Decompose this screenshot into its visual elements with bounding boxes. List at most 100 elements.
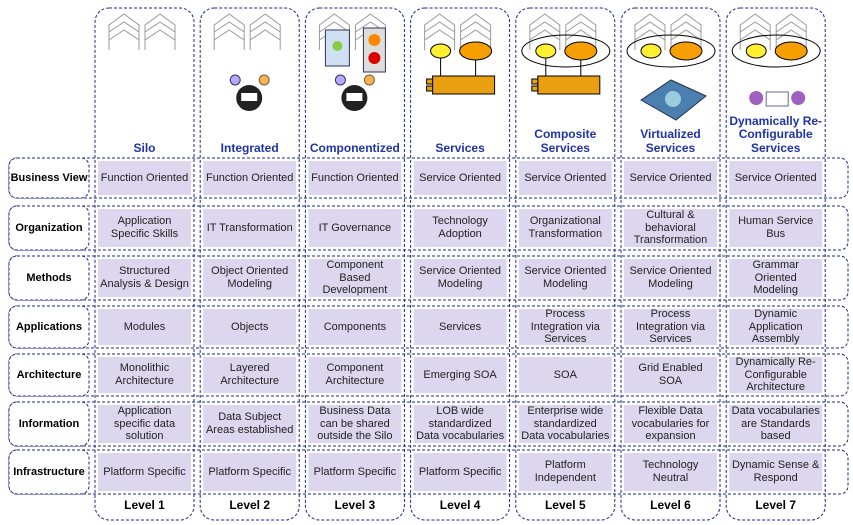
cell-text: Layered Architecture	[220, 362, 280, 387]
row-label-frame	[8, 449, 90, 495]
service-yellow	[640, 43, 662, 59]
cell-background	[98, 209, 191, 247]
cell-text: Dynamically Re-Configurable Architecture	[735, 356, 816, 394]
service-yellow	[745, 43, 767, 59]
cell-background	[729, 161, 823, 195]
level-label: Level 6	[650, 498, 691, 513]
cell-text: Component Architecture	[325, 362, 385, 387]
cell-background	[413, 209, 507, 247]
server-icon	[460, 13, 492, 50]
service-orange	[669, 41, 703, 61]
cell-text: Components	[323, 320, 387, 333]
service-orange	[459, 41, 493, 61]
column-frame	[94, 7, 195, 521]
cell-text: Monolithic Architecture	[115, 362, 174, 387]
bus-port	[531, 85, 539, 92]
server-icon	[739, 13, 771, 50]
cell-text: Service Oriented Modeling	[419, 265, 502, 290]
cell-text: Service Oriented Modeling	[524, 265, 607, 290]
cell-background	[518, 453, 612, 491]
cell-background	[624, 161, 717, 195]
cell-text: Service Oriented	[524, 171, 607, 184]
cell-background	[624, 405, 717, 443]
cell-background	[729, 453, 823, 491]
cell-text: Platform Specific	[208, 465, 291, 478]
row-label: Organization	[15, 221, 83, 234]
column-title: Virtualized Services	[640, 127, 701, 156]
cell-text: Dynamic Sense & Respond	[731, 459, 820, 484]
cell-background	[518, 405, 612, 443]
connector	[334, 74, 346, 86]
column-title: Dynamically Re-Configurable Services	[729, 113, 823, 156]
cell-background	[624, 453, 717, 491]
cell-background	[413, 453, 507, 491]
column-title: Componentized	[309, 141, 400, 156]
cell-text: Objects	[231, 320, 269, 333]
server-icon	[529, 13, 561, 50]
column-frame	[199, 7, 300, 521]
cell-background	[98, 357, 191, 393]
row-label-frame	[8, 255, 90, 301]
connector	[363, 74, 375, 86]
cell-text: Function Oriented	[205, 171, 294, 184]
cell-background	[413, 161, 507, 195]
cell-text: Human Service Bus	[738, 215, 814, 240]
cell-text: Grammar Oriented Modeling	[752, 259, 799, 297]
cell-text: Emerging SOA	[423, 368, 497, 381]
light	[368, 34, 381, 46]
cell-text: Platform Specific	[103, 465, 186, 478]
cell-background	[203, 209, 297, 247]
row-label: Information	[18, 417, 80, 430]
cell-background	[203, 309, 297, 345]
service-orange	[774, 41, 808, 61]
column-title: Services	[435, 141, 485, 156]
cell-background	[413, 405, 507, 443]
light	[368, 52, 381, 64]
cell-background	[729, 259, 823, 297]
cell-text: Platform Independent	[534, 459, 596, 484]
cell-background	[203, 161, 297, 195]
cell-text: Object Oriented Modeling	[211, 265, 289, 290]
cell-background	[413, 357, 507, 393]
cell-text: Enterprise wide standardized Data vocabu…	[521, 405, 610, 443]
cell-text: Function Oriented	[100, 171, 189, 184]
row-label-frame	[8, 353, 90, 397]
cell-background	[518, 357, 612, 393]
cell-text: Platform Specific	[313, 465, 397, 478]
cell-background	[98, 161, 191, 195]
cell-text: Dynamic Application Assembly	[748, 308, 803, 346]
cell-background	[308, 161, 402, 195]
cell-text: Cultural & behavioral Transformation	[633, 209, 708, 247]
cell-text: Platform Specific	[418, 465, 502, 478]
cell-text: Organizational Transformation	[528, 215, 603, 240]
server-icon	[213, 13, 245, 50]
cell-text: Flexible Data vocabularies for expansion	[631, 405, 710, 443]
cell-background	[203, 259, 297, 297]
cell-background	[413, 309, 507, 345]
server-icon	[108, 13, 140, 50]
cell-background	[624, 309, 717, 345]
light	[332, 41, 343, 51]
cell-text: IT Transformation	[206, 221, 293, 234]
cell-background	[308, 309, 402, 345]
composite-ring	[521, 34, 611, 68]
bus-port	[426, 85, 434, 92]
column-frame	[304, 7, 405, 521]
cell-background	[624, 209, 717, 247]
cell-background	[98, 405, 191, 443]
cell-text: Service Oriented Modeling	[629, 265, 712, 290]
level-label: Level 5	[544, 498, 586, 513]
server-icon	[144, 13, 176, 50]
service-yellow	[535, 43, 557, 59]
bus-port	[426, 78, 434, 85]
service-orange	[564, 41, 598, 61]
cell-background	[98, 309, 191, 345]
cell-background	[518, 209, 612, 247]
cell-text: Data Subject Areas established	[205, 411, 294, 436]
level-label: Level 2	[229, 498, 271, 513]
cell-background	[308, 259, 402, 297]
cell-text: Technology Neutral	[642, 459, 699, 484]
robot-screen	[346, 93, 363, 101]
